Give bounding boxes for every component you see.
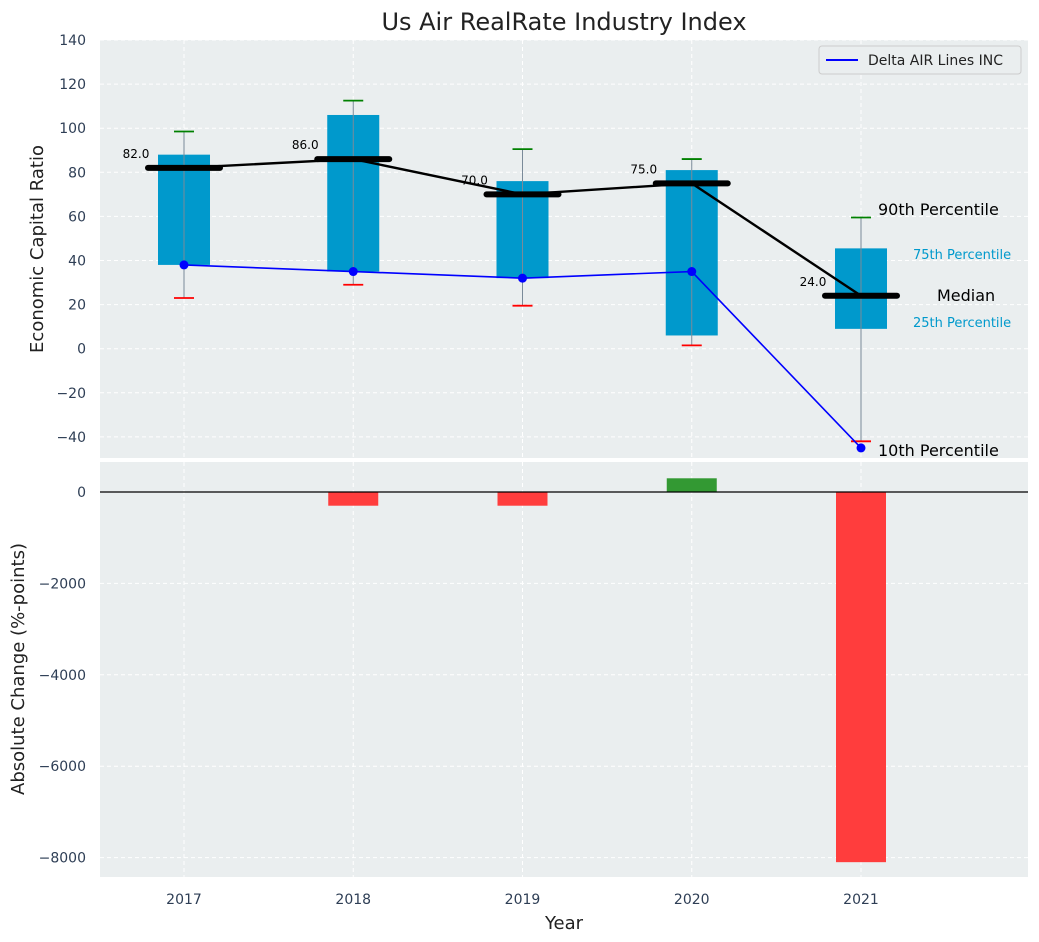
legend-box <box>818 45 1022 75</box>
bottom-y-tick-label: −8000 <box>39 851 86 867</box>
top-y-tick-label: 140 <box>59 33 86 49</box>
change-bars <box>100 478 1028 863</box>
change-bar <box>328 492 379 506</box>
x-tick-label: 2017 <box>166 892 202 908</box>
top-gridlines <box>100 39 1028 458</box>
median-value-label: 24.0 <box>800 275 827 289</box>
percentile-annotations: 90th Percentile 75th Percentile Median 2… <box>878 200 1011 460</box>
p90-annotation: 90th Percentile <box>878 200 999 219</box>
box-plots: 82.0 86.0 70.0 75.0 24.0 <box>123 99 900 443</box>
x-tick-label: 2018 <box>335 892 371 908</box>
top-y-tick-label: 0 <box>77 342 86 358</box>
series-point <box>179 260 189 270</box>
bottom-y-tick-label: −4000 <box>39 668 86 684</box>
top-y-tick-label: −40 <box>56 430 86 446</box>
median-value-label: 86.0 <box>292 138 319 152</box>
top-y-tick-label: 100 <box>59 121 86 137</box>
legend-entry: Delta AIR Lines INC <box>868 53 1003 69</box>
median-value-label: 75.0 <box>630 162 657 176</box>
median-annotation: Median <box>937 286 995 305</box>
p10-annotation: 10th Percentile <box>878 441 999 460</box>
x-ticks: 2017 2018 2019 2020 2021 <box>166 892 879 908</box>
bottom-y-ticks: 0 −2000 −4000 −6000 −8000 <box>39 485 86 867</box>
top-y-tick-label: 120 <box>59 77 86 93</box>
bottom-plot-area <box>100 462 1028 877</box>
chart-title: Us Air RealRate Industry Index <box>381 8 746 36</box>
series-line <box>179 260 866 453</box>
bottom-y-tick-label: −6000 <box>39 759 86 775</box>
change-bar <box>497 492 548 506</box>
top-y-ticks: 140 120 100 80 60 40 20 0 −20 −40 <box>56 33 86 446</box>
x-tick-label: 2019 <box>505 892 541 908</box>
top-y-tick-label: 80 <box>68 165 86 181</box>
median-value-label: 82.0 <box>123 147 150 161</box>
change-bar <box>836 492 886 863</box>
top-y-tick-label: −20 <box>56 386 86 402</box>
bottom-y-tick-label: 0 <box>77 485 86 501</box>
x-tick-label: 2020 <box>674 892 710 908</box>
top-y-axis-title: Economic Capital Ratio <box>27 145 48 353</box>
series-point <box>687 267 697 277</box>
top-y-tick-label: 40 <box>68 254 86 270</box>
legend: Delta AIR Lines INC <box>818 45 1022 75</box>
x-axis-title: Year <box>544 913 584 934</box>
bottom-y-axis-title: Absolute Change (%-points) <box>8 543 29 795</box>
p75-annotation: 75th Percentile <box>913 248 1011 263</box>
top-plot-area <box>100 40 1028 458</box>
change-bar <box>666 478 717 492</box>
top-y-tick-label: 20 <box>68 298 86 314</box>
series-point <box>518 273 527 283</box>
median-value-label: 70.0 <box>461 173 488 187</box>
series-point <box>856 443 866 453</box>
top-y-tick-label: 60 <box>68 209 86 225</box>
p25-annotation: 25th Percentile <box>913 316 1011 331</box>
series-point <box>348 267 358 277</box>
x-tick-label: 2021 <box>843 892 879 908</box>
bottom-y-tick-label: −2000 <box>39 576 86 592</box>
